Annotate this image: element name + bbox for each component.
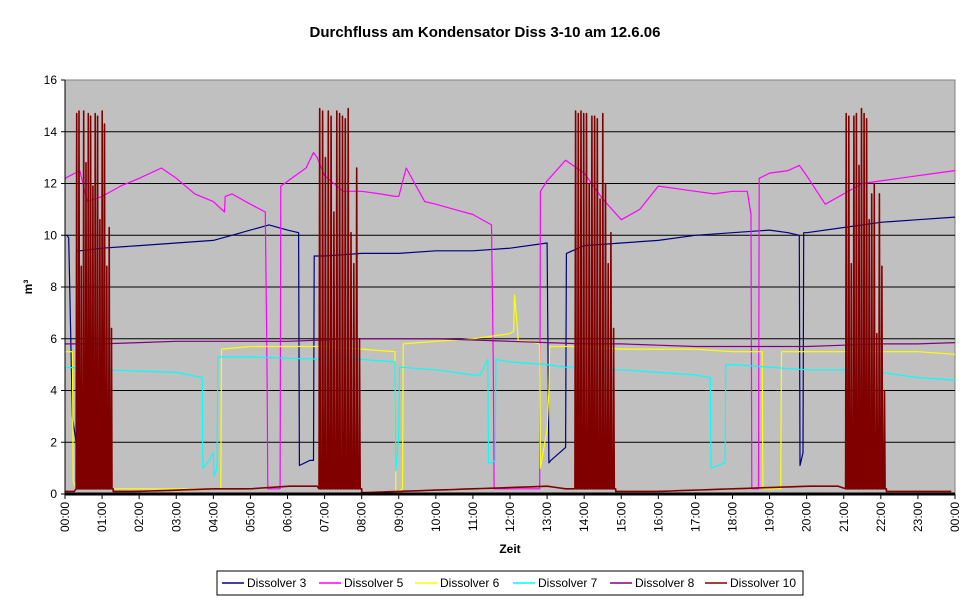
legend-entry: Dissolver 5 <box>319 576 404 590</box>
x-tick-label: 01:00 <box>95 502 109 532</box>
x-axis-label: Zeit <box>499 542 520 556</box>
x-axis-ticks: 00:00 01:00 02:00 03:00 04:00 05:00 06:00 07:00… <box>58 494 962 532</box>
x-tick-label: 18:00 <box>726 502 740 532</box>
series-line <box>65 107 952 494</box>
x-tick-label: 20:00 <box>800 502 814 532</box>
series-dissolver-5 <box>64 151 956 490</box>
x-tick-label: 17:00 <box>688 502 702 532</box>
chart-title: Durchfluss am Kondensator Diss 3-10 am 1… <box>310 24 661 41</box>
series-layer <box>64 107 956 494</box>
series-dissolver-3 <box>65 216 956 467</box>
y-axis-ticks: 0 2 4 6 8 10 12 14 16 <box>44 73 65 501</box>
x-tick-label: 15:00 <box>614 502 628 532</box>
legend-entry: Dissolver 3 <box>222 576 307 590</box>
x-tick-label: 11:00 <box>466 502 480 531</box>
series-dissolver-6 <box>65 294 956 492</box>
legend-entry: Dissolver 10 <box>705 576 796 590</box>
x-tick-label: 12:00 <box>503 502 517 532</box>
y-tick-label: 6 <box>50 332 57 346</box>
legend-label: Dissolver 6 <box>440 576 500 590</box>
legend-label: Dissolver 10 <box>730 576 796 590</box>
x-tick-label: 23:00 <box>911 502 925 532</box>
y-tick-label: 2 <box>50 435 57 449</box>
x-tick-label: 00:00 <box>58 502 72 532</box>
y-tick-label: 16 <box>44 73 58 87</box>
series-dissolver-8 <box>65 338 956 348</box>
x-tick-label: 07:00 <box>318 502 332 532</box>
legend-entry: Dissolver 7 <box>513 576 598 590</box>
y-tick-label: 4 <box>50 384 57 398</box>
y-tick-label: 0 <box>50 487 57 501</box>
y-tick-label: 14 <box>44 125 58 139</box>
x-tick-label: 06:00 <box>281 502 295 532</box>
x-tick-label: 00:00 <box>948 502 962 532</box>
legend-entry: Dissolver 8 <box>610 576 695 590</box>
x-tick-label: 19:00 <box>763 502 777 532</box>
x-tick-label: 05:00 <box>243 502 257 532</box>
x-tick-label: 09:00 <box>392 502 406 532</box>
x-tick-label: 10:00 <box>429 502 443 532</box>
series-line <box>64 356 956 477</box>
series-line <box>65 216 956 467</box>
series-dissolver-7 <box>64 356 956 477</box>
x-tick-label: 14:00 <box>577 502 591 532</box>
legend-label: Dissolver 7 <box>538 576 598 590</box>
series-dissolver-10 <box>65 107 952 494</box>
legend: Dissolver 3 Dissolver 5 Dissolver 6 Dissolv… <box>216 570 804 596</box>
legend-label: Dissolver 3 <box>247 576 307 590</box>
y-tick-label: 12 <box>44 177 58 191</box>
x-tick-label: 02:00 <box>132 502 146 532</box>
x-tick-label: 08:00 <box>355 502 369 532</box>
grid-lines <box>65 131 955 443</box>
series-line <box>65 338 956 348</box>
x-tick-label: 16:00 <box>651 502 665 532</box>
y-tick-label: 8 <box>50 280 57 294</box>
legend-entry: Dissolver 6 <box>415 576 500 590</box>
x-tick-label: 21:00 <box>837 502 851 532</box>
legend-label: Dissolver 8 <box>635 576 695 590</box>
x-tick-label: 04:00 <box>206 502 220 532</box>
x-tick-label: 22:00 <box>874 502 888 532</box>
legend-label: Dissolver 5 <box>344 576 404 590</box>
x-tick-label: 13:00 <box>540 502 554 532</box>
y-tick-label: 10 <box>44 228 58 242</box>
series-line <box>65 294 956 492</box>
y-axis-label: m³ <box>21 280 35 295</box>
x-tick-label: 03:00 <box>169 502 183 532</box>
series-line <box>64 151 956 490</box>
